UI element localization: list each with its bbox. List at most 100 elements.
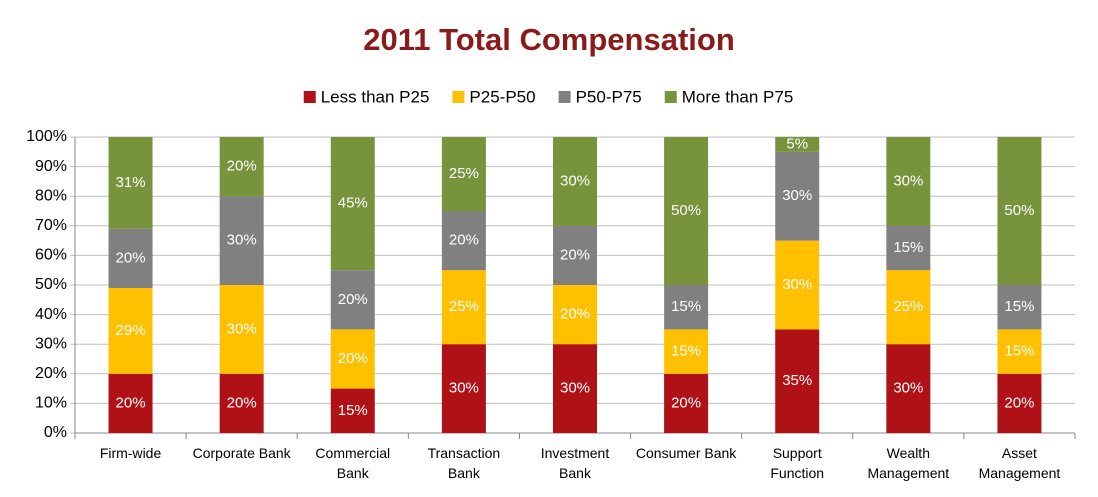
bar-segment <box>886 137 931 226</box>
data-label: 20% <box>116 249 146 266</box>
legend-swatch <box>452 91 465 103</box>
bar-segment <box>553 225 597 285</box>
data-label: 15% <box>671 343 701 360</box>
bar-segment <box>664 329 709 374</box>
data-label: 15% <box>671 298 701 315</box>
data-label: 30% <box>782 276 812 293</box>
bar-segment <box>441 137 486 211</box>
x-tick-label: Investment Bank <box>540 445 610 481</box>
data-label: 25% <box>893 298 923 315</box>
bar-segment <box>997 137 1042 285</box>
y-tick-label: 20% <box>35 365 67 382</box>
chart-title: 2011 Total Compensation <box>363 22 735 57</box>
y-tick-label: 100% <box>26 128 67 145</box>
y-tick-label: 0% <box>44 424 67 441</box>
bar-segment <box>886 344 931 433</box>
bar-segment <box>441 344 486 433</box>
x-tick-label: Consumer Bank <box>635 445 737 461</box>
data-label: 15% <box>338 402 368 419</box>
bar-segment <box>886 225 931 271</box>
data-label: 30% <box>893 172 923 189</box>
bar-segment <box>330 137 375 271</box>
bar-segment <box>108 287 153 374</box>
bar-segment <box>219 373 264 433</box>
bar-segment <box>108 137 153 229</box>
legend-label: Less than P25 <box>321 87 430 106</box>
bar-segment <box>664 373 709 433</box>
data-label: 30% <box>560 172 590 189</box>
data-label: 50% <box>1004 202 1034 219</box>
data-label: 35% <box>782 372 812 389</box>
data-label: 45% <box>338 195 368 212</box>
data-label: 29% <box>116 322 146 339</box>
data-label: 30% <box>560 380 590 397</box>
x-tick-label: Support Function <box>770 445 825 481</box>
y-tick-label: 50% <box>35 276 67 293</box>
data-label: 50% <box>671 202 701 219</box>
data-label: 20% <box>671 394 701 411</box>
legend-label: P50-P75 <box>576 87 642 106</box>
y-tick-label: 10% <box>35 395 67 412</box>
bar-segment <box>553 285 597 345</box>
data-label: 15% <box>1004 343 1034 360</box>
bar-segment <box>219 137 264 197</box>
bar-segment <box>997 329 1042 374</box>
data-label: 20% <box>1004 394 1034 411</box>
data-label: 5% <box>786 135 808 152</box>
data-label: 31% <box>116 174 146 191</box>
bar-segment <box>664 137 709 285</box>
data-label: 25% <box>449 298 479 315</box>
bar-segment <box>553 137 597 226</box>
x-tick-label: Wealth Management <box>867 445 950 481</box>
x-tick-label: Commercial Bank <box>315 445 391 481</box>
data-label: 20% <box>227 394 257 411</box>
data-label: 25% <box>449 165 479 182</box>
bar-segment <box>441 211 486 271</box>
x-tick-label: Transaction Bank <box>427 445 501 481</box>
data-label: 20% <box>116 394 146 411</box>
bar-segment <box>553 344 597 433</box>
bar-segment <box>775 137 820 152</box>
data-label: 30% <box>227 232 257 249</box>
legend-swatch <box>303 91 316 103</box>
y-tick-label: 40% <box>35 306 67 323</box>
bar-segment <box>775 329 820 433</box>
data-label: 15% <box>893 239 923 256</box>
y-tick-label: 70% <box>35 217 67 234</box>
bar-segment <box>775 240 820 330</box>
bar-segment <box>219 285 264 374</box>
bar-segment <box>108 228 153 288</box>
data-label: 20% <box>560 306 590 323</box>
bar-segment <box>330 388 375 433</box>
legend-swatch <box>664 91 677 103</box>
data-label: 30% <box>782 187 812 204</box>
data-label: 30% <box>227 320 257 337</box>
bar-segment <box>886 270 931 345</box>
y-tick-label: 60% <box>35 247 67 264</box>
bar-segment <box>664 285 709 330</box>
legend-label: More than P75 <box>682 87 794 106</box>
x-tick-label: Corporate Bank <box>192 445 291 461</box>
data-label: 20% <box>560 246 590 263</box>
bar-segment <box>775 151 820 241</box>
data-label: 15% <box>1004 298 1034 315</box>
bar-segment <box>441 270 486 345</box>
data-label: 20% <box>227 158 257 175</box>
data-label: 20% <box>449 232 479 249</box>
data-label: 20% <box>338 291 368 308</box>
bar-segment <box>997 373 1042 433</box>
bar-segment <box>997 285 1042 330</box>
y-tick-label: 90% <box>35 158 67 175</box>
bar-segment <box>108 373 153 433</box>
bar-segment <box>219 196 264 285</box>
bar-segment <box>330 270 375 330</box>
y-tick-label: 80% <box>35 187 67 204</box>
x-tick-label: Firm-wide <box>99 445 162 461</box>
y-tick-label: 30% <box>35 335 67 352</box>
x-tick-label: Asset Management <box>978 445 1061 481</box>
legend-label: P25-P50 <box>469 87 535 106</box>
bar-segment <box>330 329 375 389</box>
data-label: 30% <box>893 380 923 397</box>
